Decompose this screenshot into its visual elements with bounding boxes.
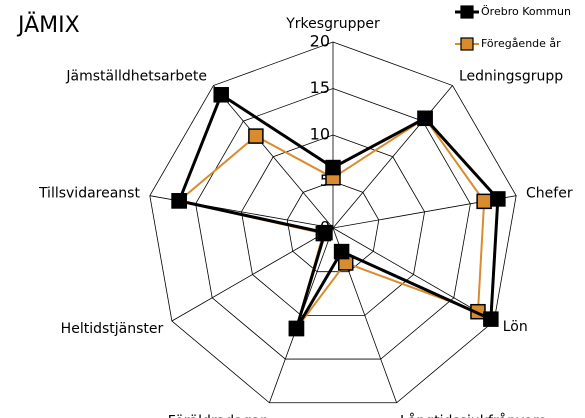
spoke [171, 227, 334, 322]
marker [248, 128, 264, 144]
marker [483, 311, 499, 327]
marker [333, 243, 350, 260]
marker [490, 191, 506, 207]
marker [325, 159, 341, 176]
spoke [332, 85, 453, 229]
marker [317, 224, 333, 241]
r-tick-label: 5 [320, 171, 330, 190]
category-label: Långtidssjukfrånvaro [400, 413, 547, 418]
series-line [177, 92, 500, 330]
spoke [332, 227, 495, 322]
r-tick-label: 15 [310, 78, 330, 97]
r-tick-label: 10 [310, 125, 330, 144]
grid-ring [286, 181, 380, 273]
legend-label: Örebro Kommun [481, 5, 571, 18]
marker [288, 320, 305, 337]
category-label: Jämställdhetsarbete [65, 68, 207, 84]
category-label: Heltidstjänster [61, 321, 164, 337]
marker [476, 193, 492, 210]
grid-ring [149, 41, 517, 404]
legend-label: Föregående år [481, 37, 561, 50]
category-label: Föräldradagar [168, 414, 266, 418]
marker [417, 110, 433, 127]
category-label: Lön [503, 319, 528, 335]
grid-ring [240, 134, 426, 316]
legend-marker [460, 37, 474, 51]
grid-ring [195, 88, 471, 360]
category-label: Tillsvidareanst [38, 186, 141, 202]
series-line [176, 116, 486, 330]
marker [171, 193, 187, 209]
category-label: Chefer [526, 186, 573, 202]
legend-marker [460, 5, 474, 19]
r-tick-label: 20 [310, 32, 330, 51]
spoke [213, 85, 334, 229]
marker [213, 87, 229, 103]
category-label: Ledningsgrupp [459, 68, 563, 84]
chart-title: JÄMIX [16, 12, 80, 38]
category-label: Yrkesgrupper [285, 16, 380, 32]
